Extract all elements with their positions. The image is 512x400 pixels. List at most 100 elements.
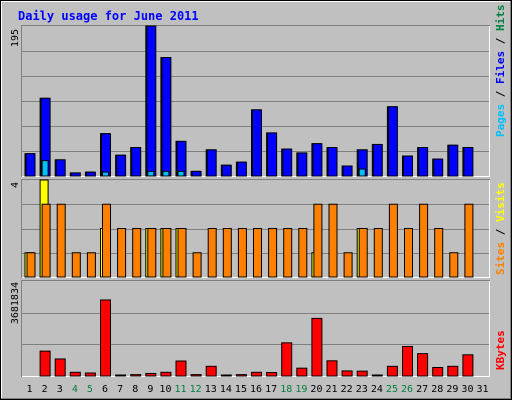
day-label: 11 <box>175 384 187 395</box>
kbytes-bar <box>220 374 232 377</box>
pages-bar <box>162 170 170 177</box>
day-label: 16 <box>250 384 262 395</box>
x-axis-day-labels: 1 2 3 4 5 6 7 8 9 10 11 12 13 14 15 16 17 18 19 20 21 22 23 24 2… <box>27 384 489 395</box>
files-bar <box>372 143 383 177</box>
sites-bar <box>434 228 444 278</box>
sites-bar <box>26 252 36 278</box>
sites-bar <box>192 252 202 278</box>
sites-bar <box>222 228 232 278</box>
kbytes-bar <box>402 346 413 377</box>
files-bar <box>176 140 187 177</box>
files-bar <box>55 159 66 177</box>
kbytes-bar <box>371 374 383 377</box>
sites-bar <box>237 228 247 278</box>
day-label: 13 <box>205 384 217 395</box>
legend-text: Pages / Files / Hits <box>494 5 507 138</box>
chart-title: Daily usage for June 2011 <box>18 9 199 23</box>
sites-bar <box>419 203 429 278</box>
kbytes-bar <box>432 366 444 377</box>
legend-part: / <box>494 84 507 104</box>
sites-bar <box>56 203 66 278</box>
day-label: 18 <box>280 384 292 395</box>
sites-bar <box>117 228 127 278</box>
files-bar <box>146 25 157 177</box>
files-bar <box>252 109 262 177</box>
kbytes-bar <box>266 372 278 377</box>
files-bar <box>116 154 127 177</box>
legend-visits-sites: Sites / Visits <box>494 182 507 275</box>
kbytes-bar <box>356 370 368 377</box>
sites-bar <box>253 228 262 278</box>
files-bar <box>463 147 474 177</box>
day-label: 5 <box>87 384 93 395</box>
kbytes-bar <box>190 374 202 377</box>
kbytes-bar <box>386 365 398 377</box>
day-label: 7 <box>117 384 123 395</box>
sites-bar <box>313 203 323 278</box>
sites-bar <box>162 228 172 278</box>
day-label: 21 <box>326 384 338 395</box>
kbytes-bar <box>251 371 262 377</box>
kbytes-bar <box>69 371 81 377</box>
sites-bar <box>328 203 338 278</box>
files-bar <box>191 170 202 177</box>
sites-bar <box>358 228 368 278</box>
day-label: 6 <box>102 384 108 395</box>
kbytes-bar <box>175 360 187 377</box>
pages-bar <box>41 160 49 177</box>
kbytes-bar <box>84 372 96 377</box>
sites-bar <box>404 228 413 278</box>
sites-bar <box>449 252 459 278</box>
legend-text: Sites / Visits <box>494 182 507 275</box>
kbytes-bar <box>447 365 459 377</box>
legend-part: Pages <box>494 104 507 137</box>
files-bar <box>312 143 323 177</box>
files-bar <box>206 149 217 177</box>
sites-bar <box>373 228 383 278</box>
panel-visits-sites <box>21 179 490 278</box>
legend-part: / <box>494 31 507 51</box>
sites-bar <box>283 228 293 278</box>
sites-bar <box>86 252 96 278</box>
pages-bar <box>358 168 366 177</box>
day-label: 19 <box>295 384 307 395</box>
sites-bar <box>71 252 81 278</box>
kbytes-bar <box>115 374 127 377</box>
legend-hits-files-pages: Pages / Files / Hits <box>494 5 507 138</box>
day-label: 1 <box>27 384 33 395</box>
kbytes-bar <box>235 374 247 377</box>
kbytes-bar <box>205 365 217 377</box>
files-bar <box>297 152 308 177</box>
kbytes-bar <box>311 317 323 377</box>
kbytes-bar <box>39 350 51 377</box>
legend-part: / <box>494 222 507 242</box>
kbytes-bar <box>326 360 338 377</box>
day-label: 24 <box>371 384 383 395</box>
files-bar <box>101 133 111 177</box>
legend-part: KBytes <box>494 330 507 370</box>
day-label: 12 <box>190 384 202 395</box>
day-label: 26 <box>401 384 413 395</box>
files-bar <box>25 153 36 177</box>
day-label: 31 <box>477 384 489 395</box>
day-label: 14 <box>220 384 232 395</box>
sites-bar <box>147 228 157 278</box>
day-label: 30 <box>461 384 473 395</box>
files-bar <box>267 132 278 177</box>
y-max-label-hits: 195 <box>10 29 21 47</box>
day-label: 9 <box>147 384 153 395</box>
kbytes-bar <box>281 342 293 377</box>
kbytes-bar <box>54 358 66 377</box>
files-bar <box>70 172 81 177</box>
day-label: 27 <box>416 384 428 395</box>
files-bar <box>282 148 293 177</box>
files-bar <box>221 164 232 177</box>
day-label: 17 <box>265 384 277 395</box>
files-bar <box>403 155 413 177</box>
files-bar <box>433 158 444 177</box>
sites-bar <box>41 203 51 278</box>
sites-bar <box>464 203 474 278</box>
sites-bar <box>343 252 353 278</box>
